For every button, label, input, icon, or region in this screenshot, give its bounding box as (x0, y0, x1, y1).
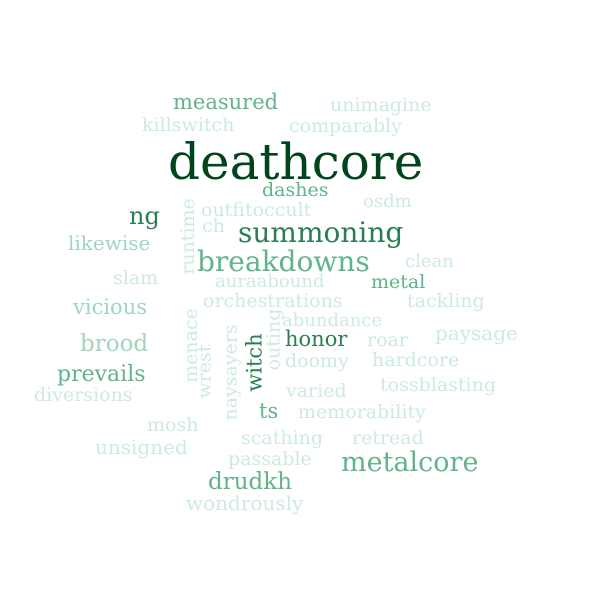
word-abundance: abundance (282, 310, 383, 331)
word-passable: passable (228, 448, 312, 470)
word-measured: measured (173, 90, 279, 114)
word-tossblasting: tossblasting (380, 374, 497, 396)
word-deathcore: deathcore (168, 133, 424, 191)
word-killswitch: killswitch (142, 114, 235, 136)
word-outing: outing (262, 308, 285, 371)
word-scathing: scathing (241, 427, 324, 449)
word-wrest: wrest (193, 344, 216, 399)
word-metal: metal (371, 271, 426, 293)
word-summoning: summoning (238, 216, 404, 249)
word-outfitoccult: outfitoccult (201, 199, 312, 221)
word-auraabound: auraabound (215, 271, 325, 292)
word-slam: slam (113, 267, 159, 289)
word-roar: roar (367, 329, 408, 351)
word-mosh: mosh (147, 414, 199, 436)
word-vicious: vicious (73, 295, 148, 319)
word-honor: honor (285, 327, 348, 351)
word-dashes: dashes (262, 179, 329, 201)
word-paysage: paysage (435, 321, 518, 345)
word-metalcore: metalcore (341, 447, 479, 478)
word-ch: ch (202, 215, 225, 237)
word-memorability: memorability (298, 401, 426, 423)
word-doomy: doomy (285, 350, 349, 372)
word-wondrously: wondrously (186, 491, 304, 515)
word-prevails: prevails (57, 362, 146, 387)
word-unimagine: unimagine (330, 94, 432, 116)
word-runtime: runtime (176, 198, 199, 275)
word-orchestrations: orchestrations (203, 290, 343, 312)
word-hardcore: hardcore (372, 349, 460, 371)
word-brood: brood (80, 331, 149, 357)
word-comparably: comparably (289, 115, 402, 137)
word-likewise: likewise (68, 231, 151, 255)
word-retread: retread (352, 427, 424, 449)
word-varied: varied (286, 380, 347, 402)
word-clean: clean (405, 251, 454, 272)
word-ng: ng (129, 202, 160, 230)
word-osdm: osdm (363, 191, 412, 212)
word-diversions: diversions (34, 384, 133, 406)
word-ts: ts (259, 399, 279, 423)
word-tackling: tackling (407, 290, 485, 312)
word-naysayers: naysayers (219, 324, 242, 421)
word-breakdowns: breakdowns (197, 245, 370, 278)
word-unsigned: unsigned (95, 435, 188, 459)
word-drudkh: drudkh (208, 469, 293, 495)
